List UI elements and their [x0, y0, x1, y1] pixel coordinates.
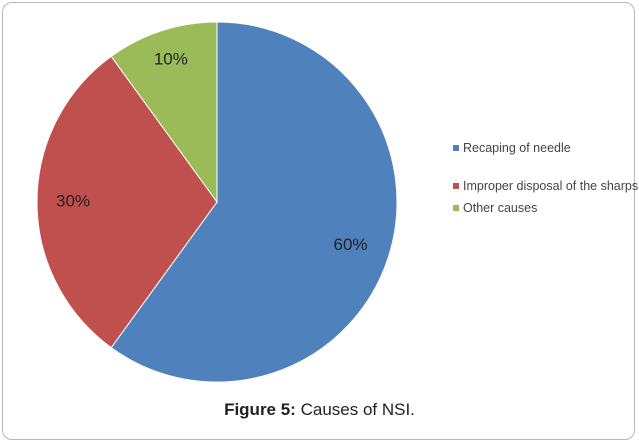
pie-slice-recaping	[110, 21, 398, 383]
caption-figure-label: Figure 5:	[224, 400, 296, 419]
figure-caption: Figure 5: Causes of NSI.	[0, 400, 639, 420]
legend-swatch-other-causes	[453, 205, 459, 211]
legend-item-recaping: Recaping of needle	[453, 140, 639, 156]
legend-swatch-recaping	[453, 145, 459, 151]
legend-swatch-improper-disposal	[453, 183, 459, 189]
legend-label-other-causes: Other causes	[463, 201, 538, 215]
legend-label-improper-disposal: Improper disposal of the sharps	[463, 179, 639, 193]
pie-slice-other-causes	[110, 21, 218, 204]
data-label-improper-disposal: 30%	[56, 191, 90, 210]
legend-label-recaping: Recaping of needle	[463, 141, 571, 155]
caption-text: Causes of NSI.	[295, 400, 415, 419]
data-label-other-causes: 10%	[154, 49, 188, 68]
legend-item-other-causes: Other causes	[453, 200, 639, 216]
data-label-recaping: 60%	[334, 235, 368, 254]
legend-item-improper-disposal: Improper disposal of the sharps	[453, 178, 639, 194]
pie-slice-improper-disposal	[36, 55, 218, 349]
chart-legend: Recaping of needle Improper disposal of …	[453, 140, 639, 216]
